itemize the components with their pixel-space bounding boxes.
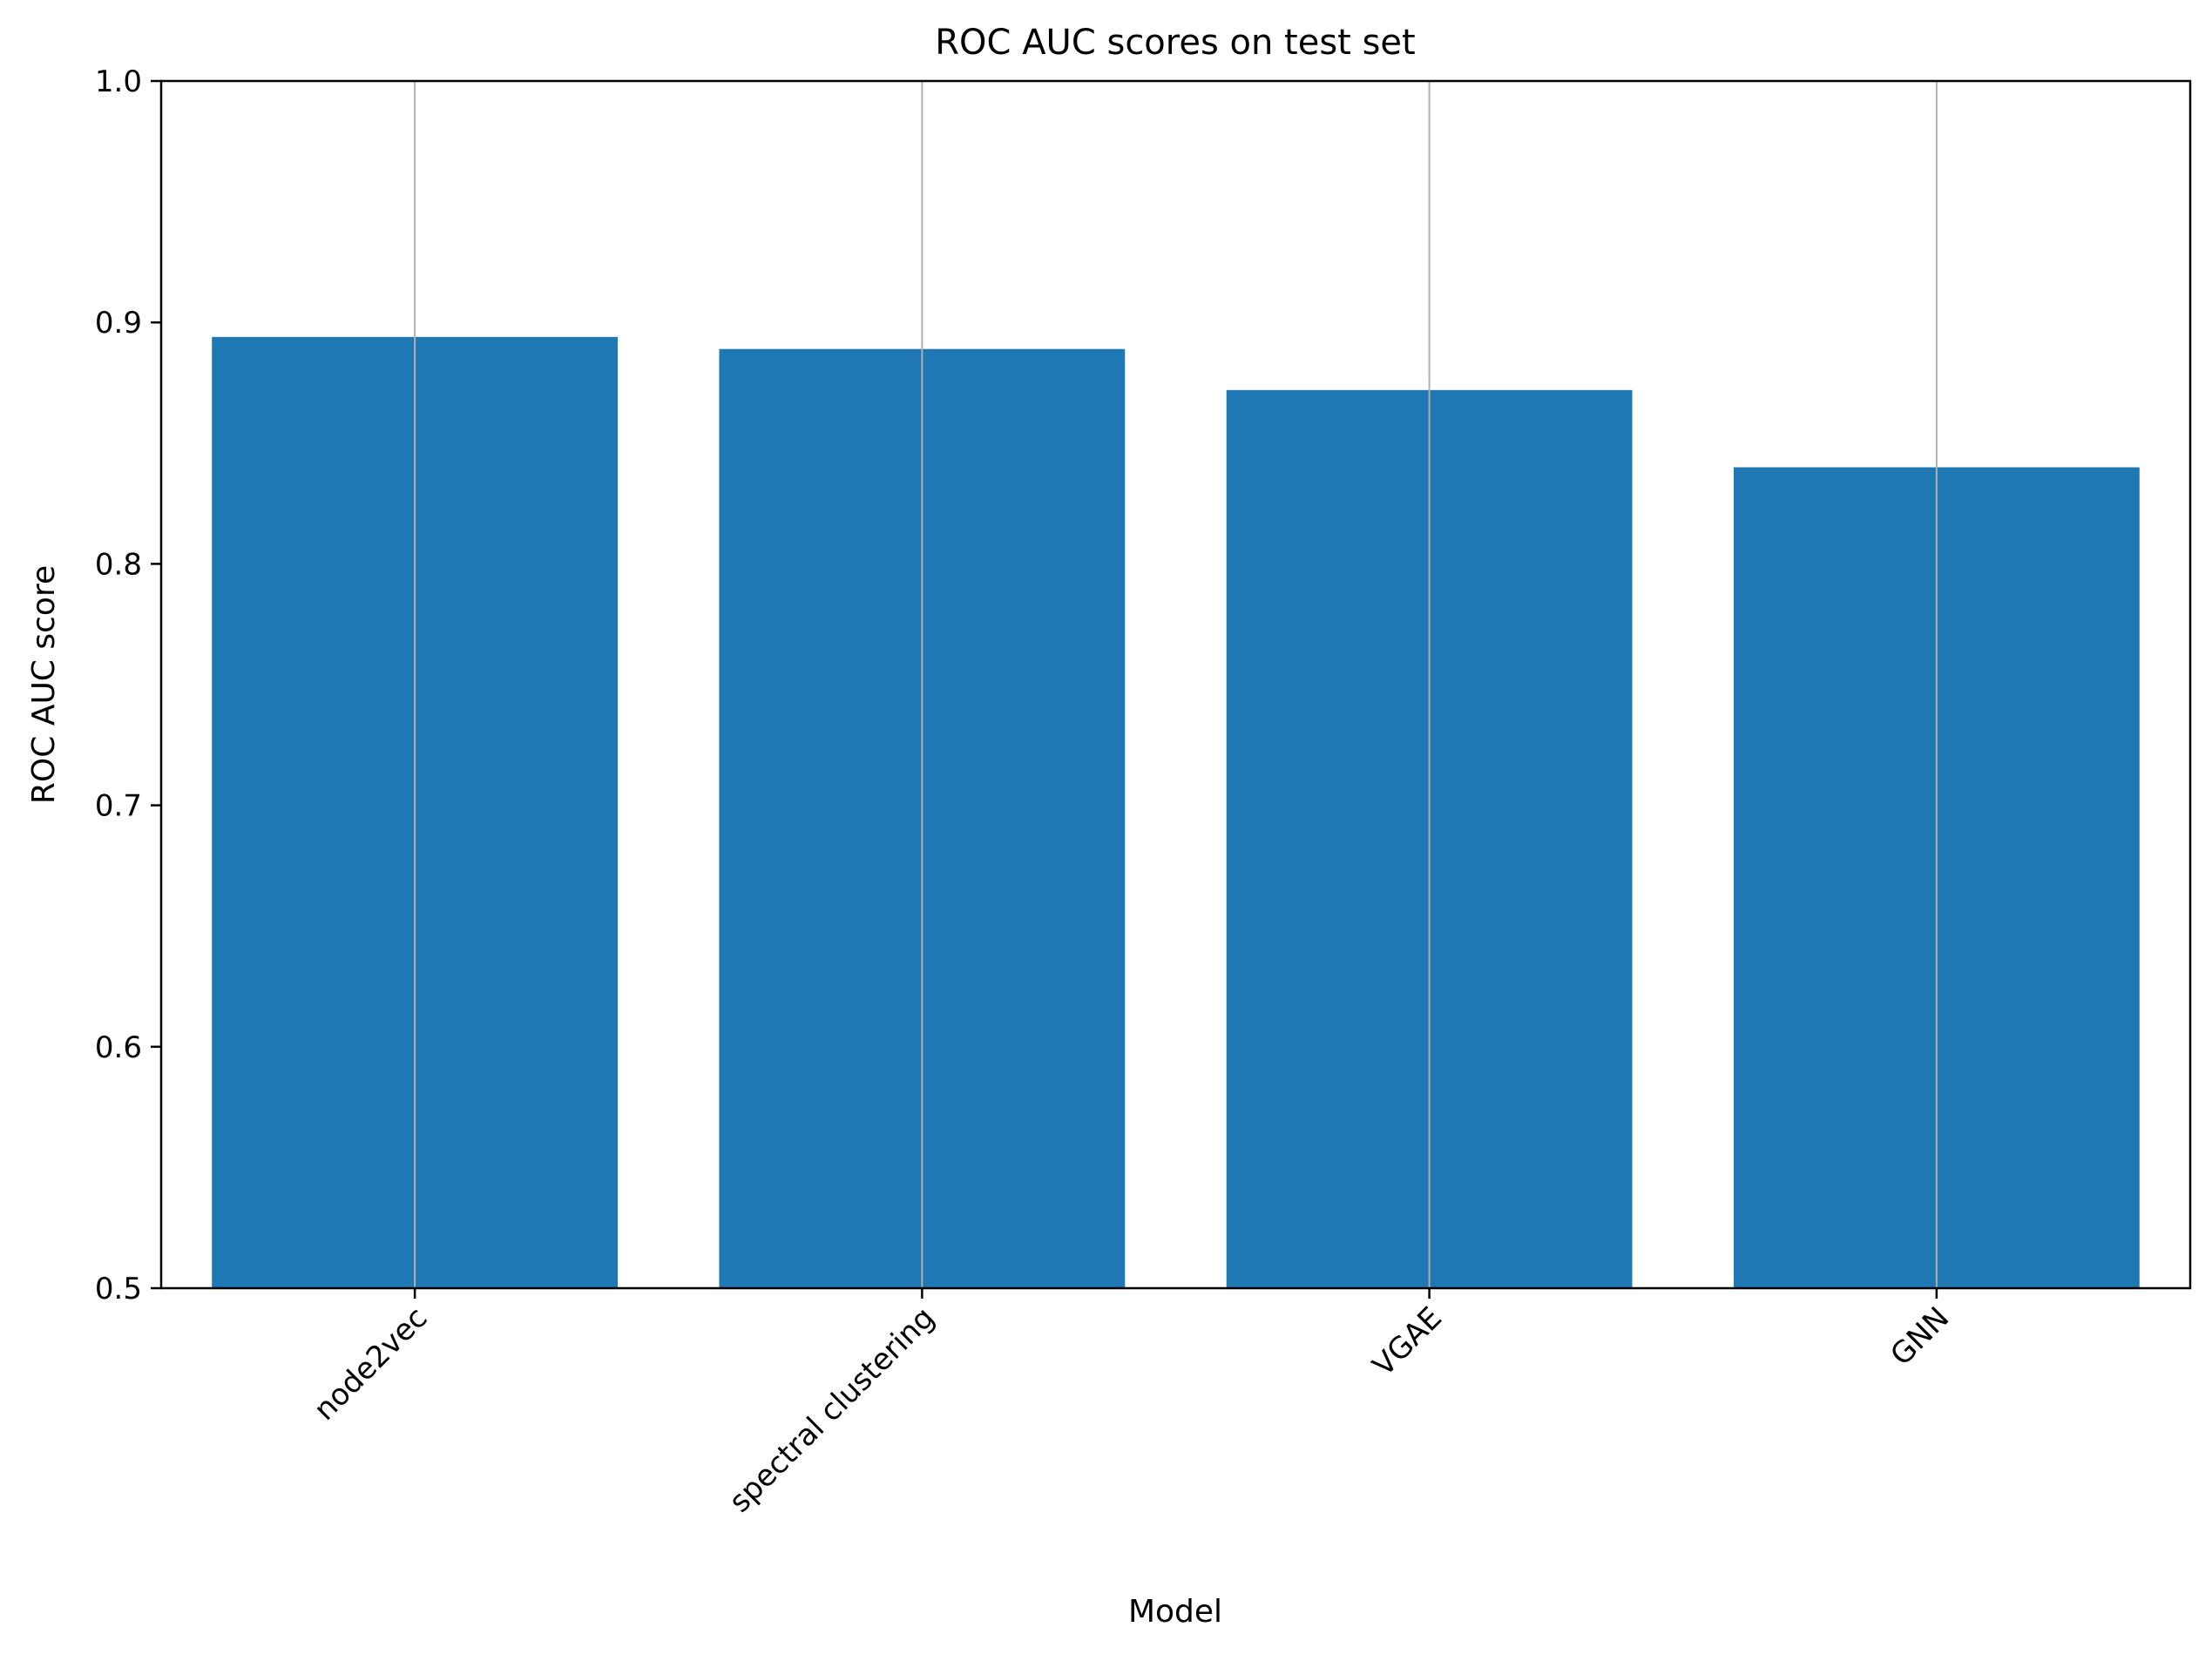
y-axis-label: ROC AUC score [26,565,62,804]
x-axis-label: Model [1128,1594,1222,1630]
y-tick-label: 0.5 [95,1272,142,1306]
y-tick-label: 0.8 [95,547,142,582]
y-tick-label: 0.6 [95,1030,142,1065]
y-axis: 0.5 0.6 0.7 0.8 0.9 1.0 [95,64,161,1306]
y-tick-label: 0.9 [95,306,142,341]
chart-title: ROC AUC scores on test set [935,23,1415,63]
y-tick-label: 1.0 [95,64,142,99]
y-tick-label: 0.7 [95,789,142,824]
axes-frame [159,79,2192,1290]
grid-lines [414,81,1938,1288]
